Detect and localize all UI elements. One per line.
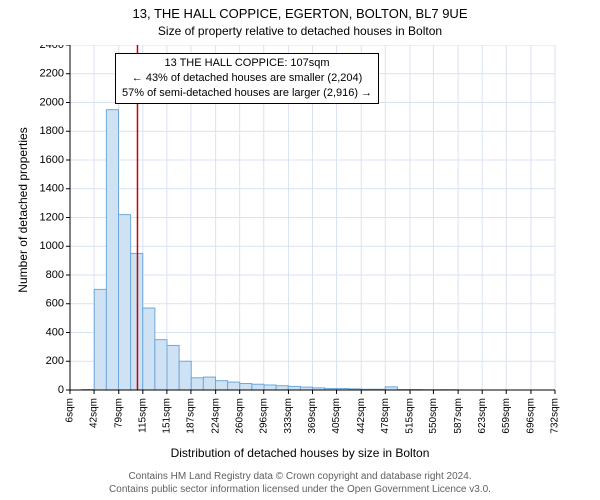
x-tick-label: 515sqm [405,398,416,434]
y-tick-label: 0 [58,384,64,396]
histogram-plot: 0 200 400 600 800 1000 1200 1400 1600 1800 2000 220… [40,45,560,445]
histogram-bar [288,386,300,390]
x-tick-label: 623sqm [477,398,488,434]
x-tick-label: 42sqm [89,398,100,428]
x-tick-label: 442sqm [356,398,367,434]
annotation-line-1: 13 THE HALL COPPICE: 107sqm [122,56,372,71]
histogram-bar [179,361,191,390]
x-tick-label: 405sqm [331,398,342,434]
chart-title: 13, THE HALL COPPICE, EGERTON, BOLTON, B… [0,6,600,21]
x-tick-label: 115sqm [137,398,148,433]
x-tick-label: 151sqm [162,398,173,434]
footer-line-1: Contains HM Land Registry data © Crown c… [0,470,600,483]
histogram-bar [228,382,240,390]
histogram-bar [252,384,264,390]
x-tick-label: 587sqm [453,398,464,434]
annotation-line-2: ← 43% of detached houses are smaller (2,… [122,71,372,86]
y-tick-label: 1400 [40,183,64,195]
x-tick-label: 79sqm [113,398,124,428]
histogram-bar [240,384,252,390]
annotation-box: 13 THE HALL COPPICE: 107sqm ← 43% of det… [115,53,379,104]
y-tick-label: 400 [46,326,64,338]
histogram-bar [94,289,106,390]
y-tick-label: 1600 [40,154,64,166]
annotation-line-3: 57% of semi-detached houses are larger (… [122,86,372,101]
histogram-bar [106,110,118,390]
x-tick-label: 696sqm [526,398,537,434]
x-tick-label: 732sqm [550,398,560,434]
histogram-bar [276,386,288,390]
chart-container: { "chart": { "type": "histogram", "title… [0,0,600,500]
x-tick-label: 333sqm [283,398,294,434]
x-tick-label: 296sqm [258,398,269,434]
histogram-bar [191,378,203,390]
y-tick-label: 800 [46,269,64,281]
histogram-bar [131,253,143,390]
bars [82,110,458,390]
histogram-bar [119,215,131,390]
x-axis-label: Distribution of detached houses by size … [0,446,600,460]
histogram-bar [216,381,228,390]
x-tick-label: 550sqm [428,398,439,434]
y-tick-label: 200 [46,355,64,367]
x-tick-label: 369sqm [307,398,318,434]
chart-subtitle: Size of property relative to detached ho… [0,24,600,38]
footer: Contains HM Land Registry data © Crown c… [0,470,600,496]
y-tick-label: 1800 [40,125,64,137]
x-tick-label: 478sqm [380,398,391,434]
footer-line-2: Contains public sector information licen… [0,483,600,496]
histogram-bar [167,345,179,390]
y-tick-label: 1000 [40,240,64,252]
y-tick-label: 600 [46,298,64,310]
x-tick-label: 260sqm [234,398,245,434]
y-tick-label: 2400 [40,45,64,51]
y-tick-label: 2200 [40,68,64,80]
y-tick-label: 1200 [40,211,64,223]
x-tick-label: 659sqm [501,398,512,434]
y-tick-label: 2000 [40,96,64,108]
histogram-bar [155,340,167,390]
histogram-bar [143,308,155,390]
x-tick-label: 187sqm [186,398,197,434]
histogram-bar [203,377,215,390]
x-tick-label: 6sqm [65,398,76,422]
x-tick-label: 224sqm [210,398,221,434]
y-axis-label: Number of detached properties [16,60,30,360]
histogram-bar [264,385,276,390]
